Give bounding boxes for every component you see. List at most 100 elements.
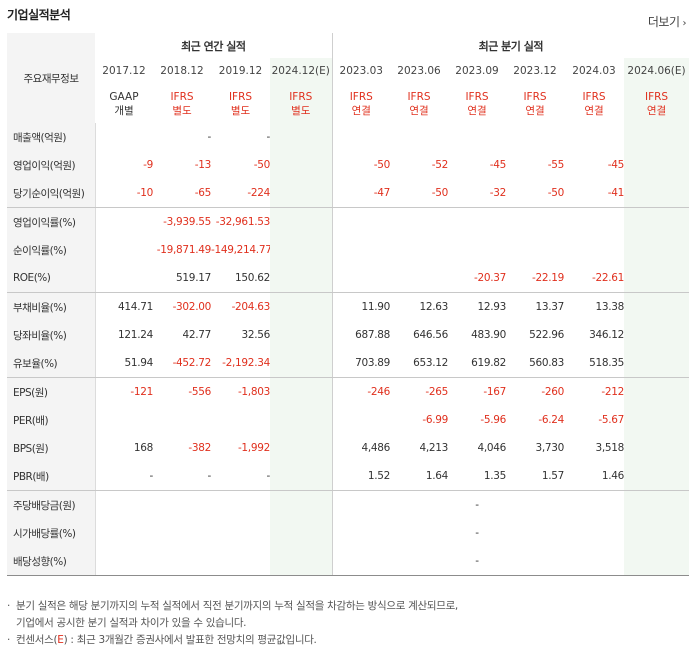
table-cell: -556	[188, 386, 211, 398]
period-header: 2019.12	[218, 65, 263, 77]
table-cell: -47	[332, 179, 391, 208]
table-cell: -50	[373, 159, 391, 171]
more-link[interactable]: 더보기 ›	[648, 13, 687, 30]
standard-scope: 개별	[114, 104, 134, 117]
table-cell: 4,213	[419, 442, 449, 454]
row-label: 주당배당금(원)	[7, 490, 96, 519]
table-cell	[270, 462, 333, 491]
table-cell	[564, 547, 625, 576]
annual-group-header: 최근 연간 실적	[95, 33, 333, 58]
table-cell: -55	[547, 159, 565, 171]
standard-header: GAAP 개별	[95, 84, 153, 123]
table-cell	[270, 490, 333, 519]
table-cell	[506, 208, 564, 237]
table-cell: 12.93	[477, 301, 507, 313]
table-cell: -5.96	[480, 414, 507, 426]
table-cell	[564, 491, 624, 520]
table-cell	[270, 236, 333, 264]
table-cell	[270, 377, 333, 406]
chevron-right-icon: ›	[682, 18, 687, 29]
table-cell: -22.19	[506, 264, 565, 293]
table-cell	[211, 491, 270, 520]
standard-header: IFRS 연결	[332, 84, 390, 123]
table-cell: -260	[541, 386, 565, 398]
table-cell	[332, 208, 390, 237]
table-cell	[211, 406, 270, 434]
row-label: ROE(%)	[7, 264, 96, 293]
table-cell	[95, 236, 153, 264]
table-cell	[332, 406, 390, 434]
table-cell: 518.35	[564, 349, 625, 378]
table-cell: -50	[253, 159, 270, 171]
table-cell	[211, 519, 270, 547]
table-cell: 42.77	[182, 329, 211, 341]
table-cell	[624, 179, 690, 208]
table-cell: -3,939.55	[163, 216, 211, 228]
table-cell	[624, 321, 690, 349]
table-cell	[153, 406, 211, 434]
table-cell: 32.56	[241, 329, 270, 341]
section-title: 기업실적분석	[7, 8, 71, 22]
table-cell: 3,730	[535, 442, 565, 454]
table-cell	[624, 434, 690, 462]
table-cell: -	[207, 131, 212, 143]
table-cell: -382	[188, 442, 211, 454]
table-cell	[270, 123, 333, 151]
row-label: 부채비율(%)	[7, 292, 96, 321]
table-cell: -32,961.53	[215, 216, 270, 228]
table-cell: 522.96	[529, 329, 565, 341]
standard-header: IFRS 연결	[564, 84, 624, 123]
table-cell	[332, 547, 391, 576]
table-row: 매출액(억원) - -	[7, 123, 690, 151]
table-cell: 150.62	[211, 264, 270, 293]
table-cell: 414.71	[118, 301, 153, 313]
period-row: 2017.12 2018.12 2019.12 2024.12(E) 2023.03 20…	[7, 58, 690, 84]
table-cell: -10	[95, 179, 153, 208]
row-label: PBR(배)	[7, 462, 96, 491]
table-row: 당좌비율(%) 121.24 42.77 32.56 687.88 646.56 483.9…	[7, 321, 690, 349]
table-cell	[270, 179, 333, 208]
table-cell: 13.37	[535, 301, 565, 313]
table-cell	[624, 377, 690, 406]
table-row: PBR(배) - - -1.52 1.64 1.35 1.57 1.46	[7, 462, 690, 491]
table-cell: -9	[143, 159, 153, 171]
table-cell	[95, 406, 153, 434]
table-cell	[270, 264, 333, 293]
row-label: BPS(원)	[7, 434, 96, 462]
table-cell: 619.82	[448, 349, 507, 378]
row-label: 유보율(%)	[7, 349, 96, 378]
table-cell: -	[266, 131, 271, 143]
table-cell	[95, 491, 153, 520]
standard-type: IFRS	[465, 90, 489, 103]
table-cell	[332, 236, 390, 264]
table-cell: -1,803	[237, 386, 270, 398]
table-cell	[390, 547, 449, 576]
standard-scope: 연결	[467, 104, 487, 117]
standard-type: GAAP	[109, 90, 139, 103]
standard-header: IFRS 연결	[624, 84, 690, 123]
table-cell	[506, 491, 564, 520]
table-cell	[270, 349, 333, 378]
standard-type: IFRS	[349, 90, 373, 103]
table-cell: 12.63	[419, 301, 449, 313]
period-header: 2023.06	[397, 65, 441, 77]
table-cell: 346.12	[589, 329, 625, 341]
standard-header: IFRS 연결	[448, 84, 506, 123]
quarter-group-header: 최근 분기 실적	[478, 39, 544, 53]
table-cell: -121	[130, 386, 153, 398]
row-label: 영업이익률(%)	[7, 207, 96, 236]
table-cell	[332, 519, 390, 547]
table-cell: -265	[425, 386, 449, 398]
table-cell	[448, 236, 506, 264]
table-cell: 483.90	[471, 329, 507, 341]
table-cell: -13	[194, 159, 211, 171]
standard-row: GAAP 개별 IFRS 별도 IFRS 별도 IFRS 별도 IFRS 연결 IFRS 연결 IFRS…	[7, 84, 690, 123]
table-cell: 13.38	[595, 301, 625, 313]
table-cell: -41	[564, 179, 625, 208]
standard-scope: 연결	[646, 104, 667, 117]
table-row: 시가배당률(%) -	[7, 519, 690, 547]
table-cell	[270, 151, 333, 179]
table-cell: 4,046	[477, 442, 507, 454]
table-cell: -52	[431, 159, 449, 171]
table-cell	[390, 123, 448, 151]
